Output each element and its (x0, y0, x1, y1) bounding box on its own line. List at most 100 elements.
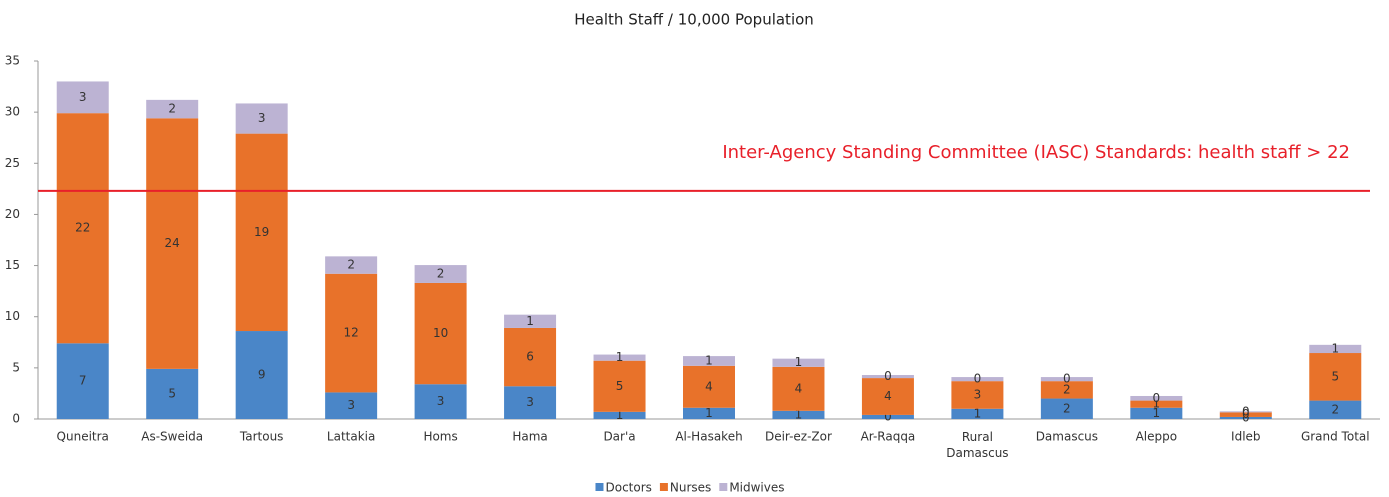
y-tick-label: 10 (5, 309, 20, 323)
bar-segment (414, 265, 467, 283)
bar-segment (325, 392, 378, 419)
bar-segment (861, 375, 914, 379)
data-label: 3 (347, 398, 355, 412)
y-tick-label: 5 (12, 360, 20, 374)
data-label: 1 (526, 314, 534, 328)
data-label: 2 (347, 258, 355, 272)
data-label: 3 (526, 395, 534, 409)
x-tick-label: Tartous (239, 430, 284, 444)
bar-segment (772, 410, 825, 419)
data-label: 1 (795, 355, 803, 369)
y-tick-label: 0 (12, 412, 20, 426)
data-label: 1 (1153, 397, 1161, 411)
bar-segment (951, 381, 1004, 409)
legend-swatch (659, 483, 668, 491)
x-tick-label: Hama (512, 430, 547, 444)
data-label: 5 (1331, 369, 1339, 383)
bar-segment (683, 407, 735, 419)
legend: Doctors Nurses Midwives (595, 481, 785, 495)
data-label: 3 (79, 90, 87, 104)
data-label: 1 (705, 406, 713, 420)
x-tick-label: Aleppo (1136, 430, 1178, 444)
data-label: 0 (884, 409, 892, 423)
x-tick-label: Ar-Raqqa (861, 430, 916, 444)
bar-segment (1219, 412, 1272, 417)
data-label: 0 (1242, 404, 1250, 418)
data-label: 7 (79, 374, 87, 388)
data-label: 1 (616, 350, 624, 364)
bar-segment (235, 331, 288, 419)
bar-segment (683, 356, 735, 366)
y-tick-label: 35 (5, 54, 20, 68)
data-label: 6 (526, 350, 534, 364)
bar-segment (1130, 395, 1183, 401)
bar-segment (951, 377, 1004, 382)
x-tick-label: As-Sweida (141, 430, 203, 444)
bar-segment (593, 354, 646, 361)
data-label: 0 (1153, 391, 1161, 405)
data-label: 24 (165, 236, 180, 250)
x-tick-label: Damascus (1036, 430, 1098, 444)
x-tick-label: Quneitra (57, 430, 109, 444)
data-label: 5 (168, 386, 176, 400)
bar-segment (146, 368, 199, 419)
data-label: 5 (616, 379, 624, 393)
x-tick-label: Lattakia (327, 430, 375, 444)
annotation: Inter-Agency Standing Committee (IASC) S… (722, 142, 1350, 163)
data-label: 2 (168, 102, 176, 116)
bar-segment (56, 81, 109, 114)
bar-segment (1309, 353, 1362, 401)
x-tick-label: Homs (423, 430, 457, 444)
data-label: 0 (884, 369, 892, 383)
bar-segment (504, 314, 557, 328)
data-label: 4 (795, 381, 803, 395)
data-label: 3 (258, 111, 266, 125)
bar-segment (1040, 377, 1093, 382)
x-tick-label: Deir-ez-Zor (765, 430, 832, 444)
bar-segment (325, 256, 378, 274)
bar-segment (593, 360, 646, 412)
bar-segment (325, 273, 378, 393)
bar-segment (414, 282, 467, 385)
chart-title: Health Staff / 10,000 Population (574, 11, 814, 29)
bar-segment (861, 378, 914, 415)
bar-segment (1309, 400, 1362, 419)
data-label: 1 (705, 353, 713, 367)
legend-swatch (719, 483, 728, 491)
data-label: 9 (258, 368, 266, 382)
data-label: 19 (254, 225, 269, 239)
data-label: 0 (974, 372, 982, 386)
data-label: 3 (974, 387, 982, 401)
x-tick-label: Al-Hasakeh (675, 430, 742, 444)
data-label: 1 (616, 408, 624, 422)
data-label: 22 (75, 221, 90, 235)
data-label: 1 (1331, 341, 1339, 355)
y-tick-label: 20 (5, 207, 20, 221)
data-label: 2 (1063, 401, 1071, 415)
bar-segment (1219, 411, 1272, 413)
bar-segment (235, 103, 288, 134)
bar-segment (56, 113, 109, 344)
x-tick-label: Grand Total (1301, 430, 1370, 444)
data-label: 4 (705, 379, 713, 393)
x-tick-label: Rural Damascus (946, 430, 1008, 460)
bar-segment (235, 133, 288, 332)
data-label: 3 (437, 394, 445, 408)
bar-segment (146, 118, 199, 369)
data-label: 0 (1242, 410, 1250, 424)
data-label: 2 (1063, 382, 1071, 396)
legend-label: Nurses (670, 481, 711, 495)
x-tick-label: Idleb (1231, 430, 1261, 444)
bar-segment (414, 384, 467, 419)
bar-segment (146, 99, 199, 119)
bar-segment (1040, 381, 1093, 399)
x-tick-label: Dar'a (603, 430, 635, 444)
bar-segment (504, 327, 557, 387)
y-tick-label: 15 (5, 258, 20, 272)
bar-segment (593, 411, 646, 419)
bar-segment (1309, 344, 1362, 354)
bar-segment (951, 408, 1004, 419)
data-label: 0 (1063, 372, 1071, 386)
bar-segment (861, 414, 914, 419)
bar-segment (772, 358, 825, 367)
